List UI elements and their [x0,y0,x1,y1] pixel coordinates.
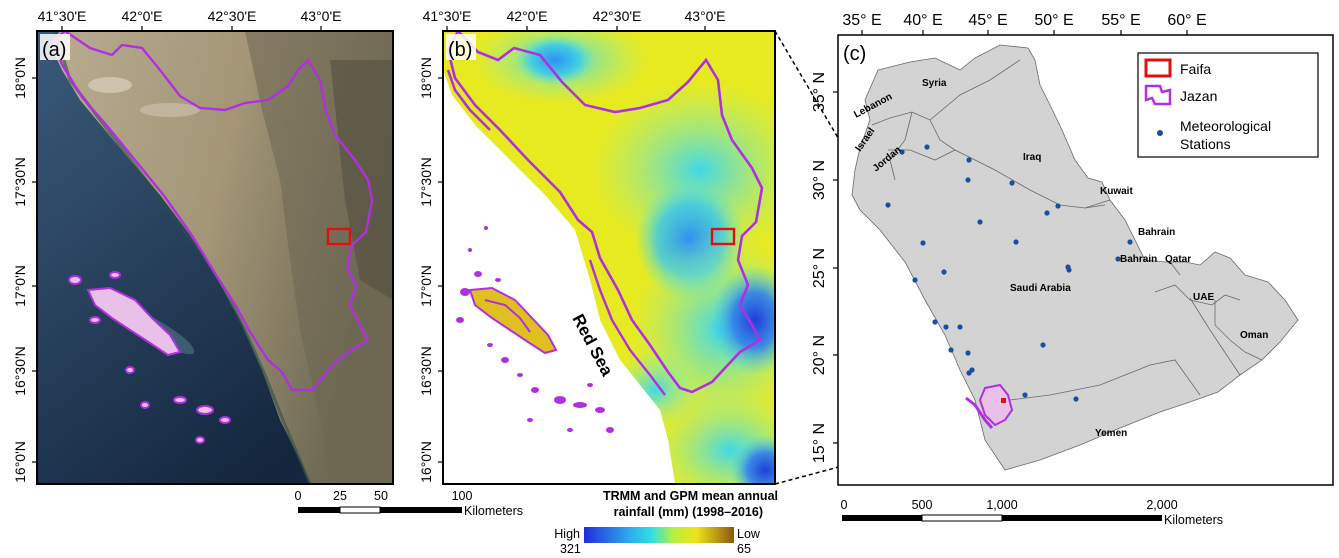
scale-c-tick-3: 2,000 [1146,498,1177,512]
panel-a-top-tick-0: 41°30'E [38,8,87,24]
scale-bar-ab: 0 25 50 100 Kilometers [295,489,524,518]
panel-c-left-tick-3: 20° N [811,335,828,375]
scale-ab-tick-1: 25 [333,489,347,503]
legend-jazan-label: Jazan [1180,88,1217,104]
panel-a-left-tick-0: 18°0'N [12,57,28,99]
scale-ab-unit: Kilometers [464,504,523,518]
jazan-region-c [978,383,1014,427]
legend-stations-swatch [1157,130,1163,136]
panel-b-left-tick-0: 18°0'N [418,57,434,99]
scale-c-unit: Kilometers [1164,513,1223,527]
legend-title-line2: rainfall (mm) (1998–2016) [614,505,763,519]
panel-a-left-tick-2: 17°0'N [12,265,28,307]
legend-low-word: Low [737,527,761,541]
panel-b-map: Red Sea (b) 41°30'E 42°0'E 42°30'E 43°0'… [418,8,776,485]
country-bahrain-1: Bahrain [1138,227,1175,238]
panel-c-legend: Faifa Jazan Meteorological Stations [1137,52,1319,158]
panel-c-left-tick-4: 15° N [811,423,828,463]
rainfall-color-ramp [584,527,734,543]
scale-ab-tick-0: 0 [295,489,302,503]
panel-c-top-tick-4: 55° E [1101,12,1140,29]
legend-faifa-label: Faifa [1180,61,1211,77]
panel-a-label: (a) [42,39,66,61]
panel-b-left-tick-1: 17°30'N [418,157,434,207]
panel-b-top-tick-1: 42°0'E [507,8,548,24]
panel-a-top-tick-3: 43°0'E [301,8,342,24]
panel-c-map: Syria Lebanon Israel Jordan Iraq Kuwait … [811,12,1334,486]
scale-ab-tick-2: 50 [374,489,388,503]
country-yemen: Yemen [1095,428,1127,439]
country-kuwait: Kuwait [1100,186,1133,197]
panel-b-label: (b) [448,39,472,61]
panel-b-top-tick-0: 41°30'E [423,8,472,24]
legend-faifa-swatch [1144,58,1172,78]
legend-title-line1: TRMM and GPM mean annual [603,489,778,503]
country-qatar: Qatar [1165,254,1191,265]
panel-b-top-tick-3: 43°0'E [685,8,726,24]
legend-high-value: 321 [560,542,581,556]
panel-a-top-tick-1: 42°0'E [122,8,163,24]
panel-c-left-tick-2: 25° N [811,248,828,288]
legend-stations-line1: Meteorological [1180,118,1271,134]
legend-high-word: High [554,527,580,541]
panel-c-top-tick-1: 40° E [903,12,942,29]
faifa-marker-c [1001,398,1006,403]
country-uae: UAE [1193,292,1214,303]
panel-b-left-tick-3: 16°30'N [418,346,434,396]
country-bahrain-2: Bahrain [1120,254,1157,265]
panel-c-top-tick-5: 60° E [1167,12,1206,29]
panel-c-left-tick-1: 30° N [811,160,828,200]
scale-ab-tick-3: 100 [452,489,473,503]
panel-a-left-tick-3: 16°30'N [12,346,28,396]
panel-c-top-tick-3: 50° E [1034,12,1073,29]
panel-a-top-tick-2: 42°30'E [208,8,257,24]
faifa-marker-b [710,227,736,246]
scale-c-tick-0: 0 [841,498,848,512]
scale-bar-c: 0 500 1,000 2,000 Kilometers [841,498,1224,527]
panel-b-left-tick-4: 16°0'N [418,441,434,483]
meteorological-stations [885,144,1133,402]
legend-stations-line2: Stations [1180,136,1231,152]
country-syria: Syria [922,78,947,89]
panel-c-top-tick-0: 35° E [842,12,881,29]
jazan-boundary [50,31,374,392]
legend-jazan-swatch [1144,84,1172,106]
jazan-boundary-b [446,31,764,394]
panel-a-frame [36,30,394,485]
panel-c-top-tick-2: 45° E [968,12,1007,29]
panel-a-left-tick-1: 17°30'N [12,157,28,207]
scale-c-tick-2: 1,000 [986,498,1017,512]
rainfall-legend: TRMM and GPM mean annual rainfall (mm) (… [554,489,778,556]
panel-a-map: (a) 41°30'E 42°0'E 42°30'E 43°0'E 18°0'N… [12,8,394,485]
country-oman: Oman [1240,330,1268,341]
panel-b-top-tick-2: 42°30'E [593,8,642,24]
panel-b-frame [442,30,776,485]
arabian-peninsula [851,44,1299,471]
country-saudi-arabia: Saudi Arabia [1010,283,1071,294]
scale-c-tick-1: 500 [912,498,933,512]
farasan-islands [68,271,231,444]
panel-c-label: (c) [843,43,866,65]
country-iraq: Iraq [1023,152,1041,163]
legend-low-value: 65 [737,542,751,556]
faifa-marker [326,227,352,246]
panel-c-left-tick-0: 35° N [811,72,828,112]
panel-b-left-tick-2: 17°0'N [418,265,434,307]
panel-a-left-tick-4: 16°0'N [12,441,28,483]
